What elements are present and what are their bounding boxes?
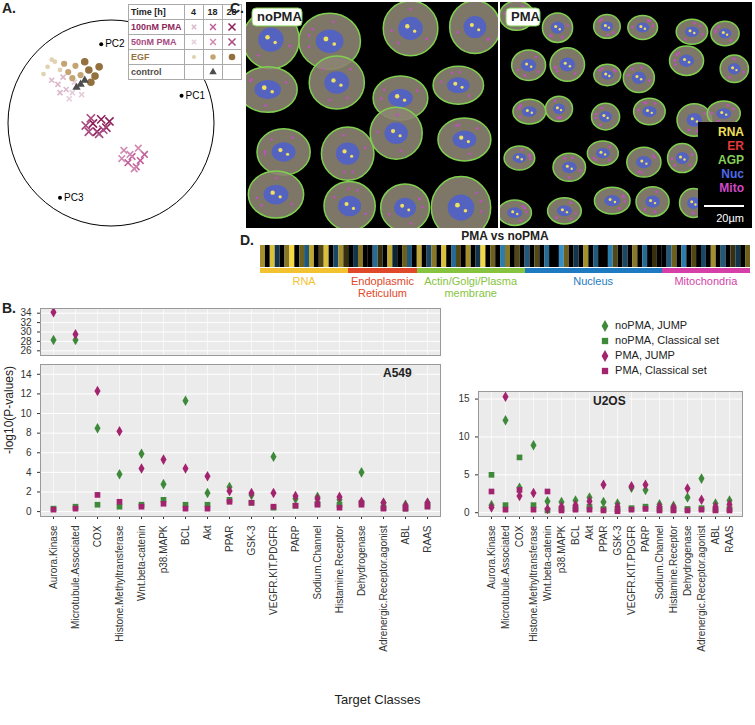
svg-text:p38.MAPK: p38.MAPK xyxy=(158,525,169,573)
svg-text:26: 26 xyxy=(20,345,32,356)
html-text:Nucleus: Nucleus xyxy=(573,275,614,287)
svg-text:COX: COX xyxy=(92,525,103,547)
svg-text:10: 10 xyxy=(458,431,470,442)
html-text:A549: A549 xyxy=(383,366,412,380)
svg-text:Adrenergic.Receptor.agonist: Adrenergic.Receptor.agonist xyxy=(378,525,389,651)
html-text:C.: C. xyxy=(230,0,244,16)
svg-text:Microtubule.Associated: Microtubule.Associated xyxy=(70,526,81,629)
svg-text:Sodium.Channel: Sodium.Channel xyxy=(654,526,665,600)
svg-text:COX: COX xyxy=(514,525,525,547)
svg-text:ABL: ABL xyxy=(710,525,721,544)
html-text:PMA, Classical set: PMA, Classical set xyxy=(612,364,707,376)
svg-text:Sodium.Channel: Sodium.Channel xyxy=(312,526,323,600)
html-text:50nM PMA: 50nM PMA xyxy=(131,37,177,47)
svg-text:Microtubule.Associated: Microtubule.Associated xyxy=(500,526,511,629)
svg-text:12: 12 xyxy=(20,388,32,399)
svg-text:14: 14 xyxy=(20,369,32,380)
html-text:Time [h]: Time [h] xyxy=(131,7,166,17)
svg-text:PC1: PC1 xyxy=(186,90,206,101)
svg-text:2: 2 xyxy=(26,486,32,497)
svg-text:Aurora.Kinase: Aurora.Kinase xyxy=(486,525,497,589)
html-text:Mitochondria: Mitochondria xyxy=(674,275,738,287)
svg-text:PC2: PC2 xyxy=(105,38,125,49)
svg-text:Histamine.Receptor: Histamine.Receptor xyxy=(668,525,679,613)
html-text:control: control xyxy=(131,67,162,77)
svg-text:Mito: Mito xyxy=(719,181,744,195)
svg-text:RAAS: RAAS xyxy=(724,525,735,553)
svg-text:GSK-3: GSK-3 xyxy=(612,525,623,555)
html-text:U2OS: U2OS xyxy=(593,394,626,408)
html-text:D.: D. xyxy=(240,232,254,248)
svg-text:AGP: AGP xyxy=(718,153,744,167)
svg-text:noPMA: noPMA xyxy=(257,9,302,24)
svg-text:ABL: ABL xyxy=(400,525,411,544)
svg-text:p38.MAPK: p38.MAPK xyxy=(556,525,567,573)
svg-text:PARP: PARP xyxy=(290,525,301,552)
svg-text:RNA: RNA xyxy=(718,125,744,139)
svg-text:Akt: Akt xyxy=(202,525,213,540)
svg-text:34: 34 xyxy=(20,307,32,318)
svg-text:Dehydrogenase: Dehydrogenase xyxy=(682,525,693,596)
svg-text:28: 28 xyxy=(20,336,32,347)
svg-text:BCL: BCL xyxy=(570,525,581,545)
svg-text:ER: ER xyxy=(727,139,744,153)
html-text:PMA vs noPMA: PMA vs noPMA xyxy=(461,229,549,243)
html-text:Target Classes: Target Classes xyxy=(334,692,421,707)
svg-text:BCL: BCL xyxy=(180,525,191,545)
svg-text:20µm: 20µm xyxy=(716,212,744,224)
svg-text:VEGFR.KIT.PDGFR: VEGFR.KIT.PDGFR xyxy=(626,526,637,615)
svg-text:PPAR: PPAR xyxy=(224,526,235,553)
html-text:Endoplasmic Reticulum: Endoplasmic Reticulum xyxy=(351,275,414,299)
html-text:PMA, JUMP: PMA, JUMP xyxy=(612,349,675,361)
svg-text:Aurora.Kinase: Aurora.Kinase xyxy=(48,525,59,589)
svg-text:Akt: Akt xyxy=(584,525,595,540)
html-text:4: 4 xyxy=(191,7,196,17)
svg-text:Histone.Methyltransferase: Histone.Methyltransferase xyxy=(114,525,125,642)
html-text:A.: A. xyxy=(2,0,16,16)
svg-text:Nuc: Nuc xyxy=(721,167,744,181)
svg-text:PPAR: PPAR xyxy=(598,526,609,553)
svg-text:0: 0 xyxy=(464,507,470,518)
html-text:100nM PMA: 100nM PMA xyxy=(131,22,182,32)
svg-text:VEGFR.KIT.PDGFR: VEGFR.KIT.PDGFR xyxy=(268,526,279,615)
svg-text:PMA: PMA xyxy=(511,9,541,24)
svg-text:Histamine.Receptor: Histamine.Receptor xyxy=(334,525,345,613)
html-text:B.: B. xyxy=(2,300,16,316)
svg-text:Histone.Methyltransferase: Histone.Methyltransferase xyxy=(528,525,539,642)
svg-text:Adrenergic.Receptor.agonist: Adrenergic.Receptor.agonist xyxy=(696,525,707,651)
svg-text:6: 6 xyxy=(26,447,32,458)
svg-text:8: 8 xyxy=(26,427,32,438)
svg-text:Dehydrogenase: Dehydrogenase xyxy=(356,525,367,596)
svg-text:15: 15 xyxy=(458,393,470,404)
svg-text:RAAS: RAAS xyxy=(422,525,433,553)
html-text:EGF: EGF xyxy=(131,52,150,62)
svg-text:GSK-3: GSK-3 xyxy=(246,525,257,555)
svg-text:4: 4 xyxy=(26,467,32,478)
html-text:Actin/Golgi/Plasma membrane: Actin/Golgi/Plasma membrane xyxy=(424,275,518,299)
svg-text:30: 30 xyxy=(20,326,32,337)
svg-text:10: 10 xyxy=(20,408,32,419)
html-text:-log10(P-values): -log10(P-values) xyxy=(2,366,16,454)
svg-text:5: 5 xyxy=(464,469,470,480)
html-text:28: 28 xyxy=(226,7,237,17)
svg-text:0: 0 xyxy=(26,506,32,517)
html-text:noPMA, Classical set: noPMA, Classical set xyxy=(612,334,719,346)
html-text:18: 18 xyxy=(207,7,218,17)
html-text:RNA: RNA xyxy=(292,275,316,287)
svg-text:PARP: PARP xyxy=(640,525,651,552)
svg-text:32: 32 xyxy=(20,317,32,328)
svg-text:PC3: PC3 xyxy=(64,192,84,203)
svg-text:Wnt.beta-catenin: Wnt.beta-catenin xyxy=(136,526,147,602)
svg-text:Wnt.beta-catenin: Wnt.beta-catenin xyxy=(542,526,553,602)
html-text:noPMA, JUMP: noPMA, JUMP xyxy=(612,319,688,331)
